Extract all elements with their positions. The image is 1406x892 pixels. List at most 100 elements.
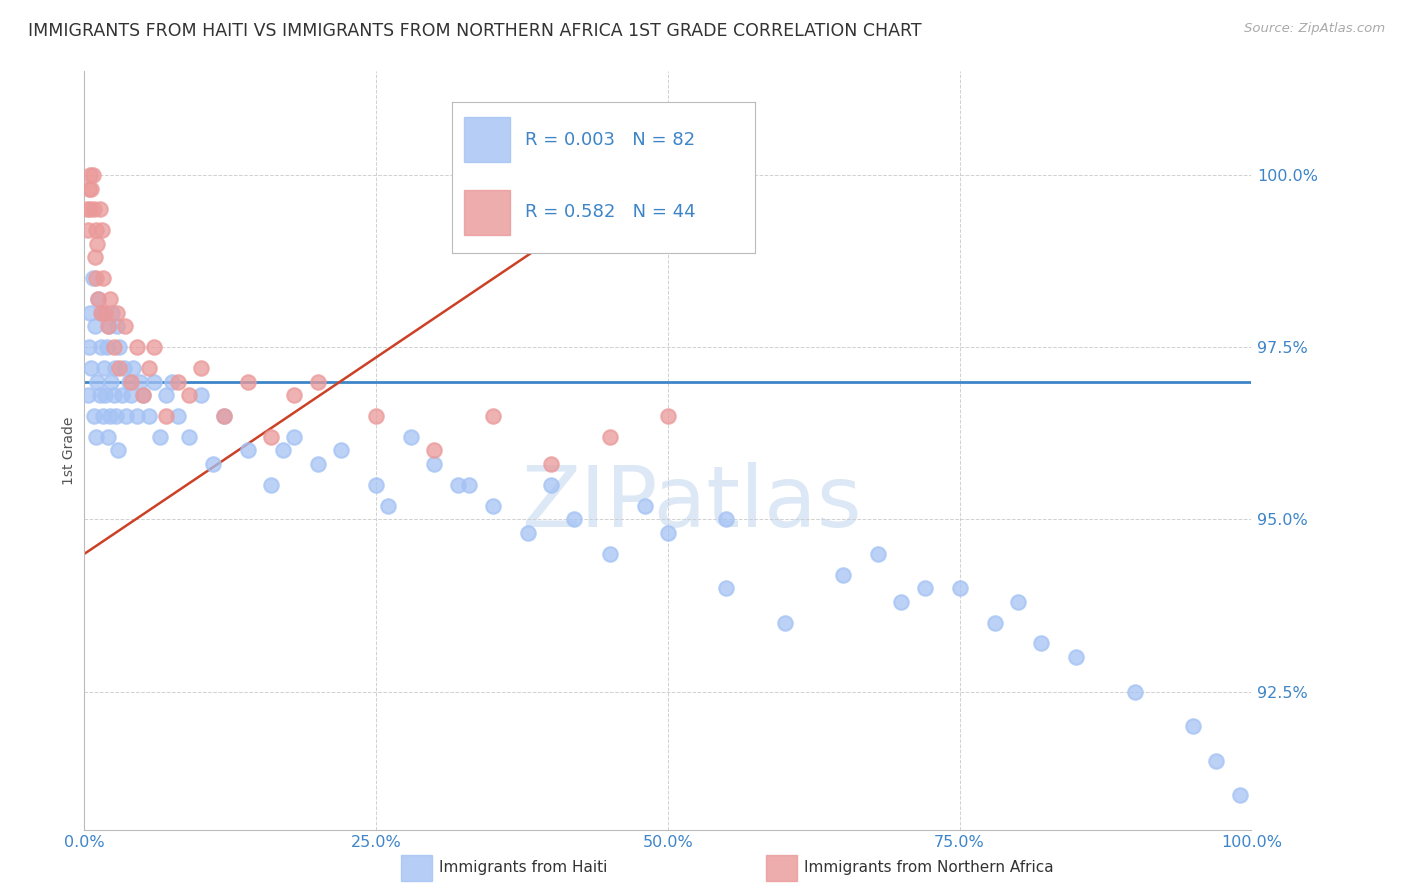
Point xyxy=(132,388,155,402)
Point xyxy=(866,547,889,561)
Point xyxy=(91,271,114,285)
Point xyxy=(105,305,128,319)
Point xyxy=(307,457,329,471)
Point xyxy=(516,526,538,541)
Point xyxy=(87,292,110,306)
Point xyxy=(83,251,105,265)
Point xyxy=(101,305,124,319)
Point xyxy=(80,360,103,375)
Point xyxy=(890,595,912,609)
Point xyxy=(423,457,446,471)
Point xyxy=(97,430,120,444)
Point xyxy=(540,457,562,471)
Point xyxy=(76,202,98,217)
Point xyxy=(1182,719,1205,733)
Point xyxy=(105,319,128,334)
Point xyxy=(1031,636,1053,650)
Point xyxy=(190,360,212,375)
Point xyxy=(423,443,446,458)
Point xyxy=(1066,650,1088,665)
Point xyxy=(80,181,103,195)
Point xyxy=(100,375,122,389)
Point xyxy=(1123,684,1146,698)
Point xyxy=(83,319,105,334)
Point xyxy=(104,360,127,375)
Point xyxy=(132,388,155,402)
Point xyxy=(94,305,117,319)
Point xyxy=(77,181,100,195)
Point xyxy=(271,443,294,458)
Point xyxy=(112,360,135,375)
Point xyxy=(1007,595,1029,609)
Point xyxy=(399,430,422,444)
Point xyxy=(90,223,112,237)
Point xyxy=(366,409,388,423)
Point xyxy=(98,409,121,423)
Point xyxy=(155,409,177,423)
Point xyxy=(166,409,188,423)
Point xyxy=(93,360,115,375)
Point xyxy=(155,388,177,402)
Point xyxy=(108,360,131,375)
Point xyxy=(482,499,505,513)
Point xyxy=(96,340,118,354)
Point xyxy=(76,223,98,237)
Y-axis label: 1st Grade: 1st Grade xyxy=(62,417,76,484)
Text: IMMIGRANTS FROM HAITI VS IMMIGRANTS FROM NORTHERN AFRICA 1ST GRADE CORRELATION C: IMMIGRANTS FROM HAITI VS IMMIGRANTS FROM… xyxy=(28,22,922,40)
Point xyxy=(97,319,120,334)
Point xyxy=(120,375,142,389)
Point xyxy=(330,443,353,458)
Point xyxy=(114,319,136,334)
Point xyxy=(138,409,160,423)
Point xyxy=(103,388,125,402)
Point xyxy=(83,202,105,217)
Point xyxy=(122,360,145,375)
Point xyxy=(657,409,679,423)
Point xyxy=(104,409,127,423)
Point xyxy=(108,340,131,354)
Text: Immigrants from Haiti: Immigrants from Haiti xyxy=(439,861,607,875)
Point xyxy=(149,430,172,444)
Point xyxy=(260,430,283,444)
Point xyxy=(89,388,111,402)
Point xyxy=(79,305,101,319)
Text: Source: ZipAtlas.com: Source: ZipAtlas.com xyxy=(1244,22,1385,36)
Point xyxy=(260,478,283,492)
Point xyxy=(77,340,100,354)
Point xyxy=(115,409,138,423)
Text: ZIPatlas: ZIPatlas xyxy=(520,462,862,545)
Point xyxy=(90,305,112,319)
Point xyxy=(97,319,120,334)
Point xyxy=(832,567,855,582)
Point xyxy=(91,409,114,423)
Point xyxy=(79,168,101,182)
Point xyxy=(138,360,160,375)
Point xyxy=(366,478,388,492)
Point xyxy=(103,340,125,354)
Point xyxy=(118,375,141,389)
Point xyxy=(447,478,470,492)
Point xyxy=(84,271,107,285)
Point xyxy=(83,409,105,423)
Point xyxy=(599,547,621,561)
Point xyxy=(84,223,107,237)
Point xyxy=(564,512,586,526)
Text: Immigrants from Northern Africa: Immigrants from Northern Africa xyxy=(804,861,1054,875)
Point xyxy=(160,375,183,389)
Point xyxy=(914,582,936,596)
Point xyxy=(377,499,399,513)
Point xyxy=(458,478,481,492)
Point xyxy=(76,388,98,402)
Point xyxy=(89,202,111,217)
Point xyxy=(283,388,305,402)
Point xyxy=(599,430,621,444)
Point xyxy=(283,430,305,444)
Point xyxy=(716,582,738,596)
Point xyxy=(236,375,259,389)
Point xyxy=(166,375,188,389)
Point xyxy=(87,292,110,306)
Point xyxy=(143,375,166,389)
Point xyxy=(125,340,148,354)
Point xyxy=(983,615,1005,630)
Point xyxy=(540,478,562,492)
